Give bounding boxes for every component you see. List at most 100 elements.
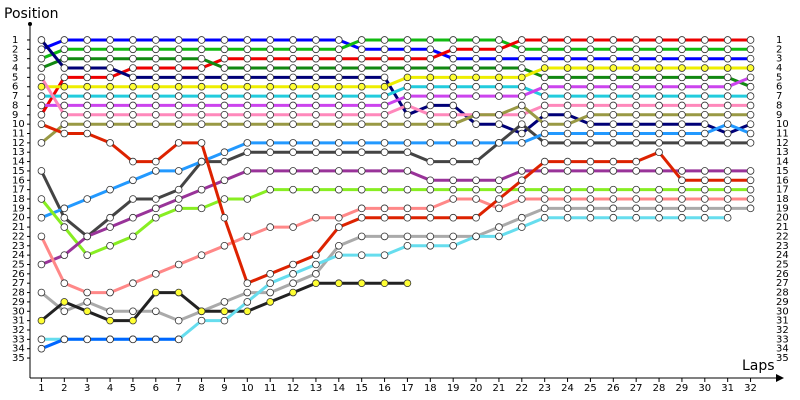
y-tick-label: 14 <box>12 157 25 168</box>
position-marker <box>609 45 618 54</box>
y-tick-label: 28 <box>12 288 25 299</box>
position-marker <box>746 64 755 72</box>
x-tick-label: 28 <box>653 383 666 394</box>
y-tick-label: 9 <box>12 110 18 121</box>
position-marker <box>518 167 526 175</box>
position-marker <box>197 64 206 72</box>
position-marker <box>472 195 480 203</box>
position-marker <box>152 92 160 100</box>
position-marker <box>335 185 343 194</box>
position-marker <box>746 195 755 203</box>
x-tick-label: 11 <box>264 383 277 394</box>
position-marker <box>632 139 640 147</box>
position-marker <box>449 195 457 203</box>
position-marker <box>518 82 526 91</box>
position-marker <box>152 36 160 44</box>
position-marker <box>357 54 366 63</box>
position-marker <box>540 82 549 91</box>
position-marker <box>357 73 366 82</box>
x-tick-label: 27 <box>630 383 643 394</box>
y-tick-label-right: 22 <box>776 231 789 242</box>
position-marker <box>312 120 320 128</box>
position-marker <box>472 45 480 54</box>
position-marker <box>243 307 252 316</box>
x-tick-label: 21 <box>493 383 506 394</box>
position-marker <box>289 92 297 100</box>
position-marker <box>540 167 549 175</box>
position-marker <box>266 279 274 288</box>
position-marker <box>403 213 412 222</box>
position-marker <box>563 92 572 100</box>
position-marker <box>655 54 663 63</box>
position-marker <box>37 232 46 241</box>
position-marker <box>60 73 69 82</box>
position-marker <box>586 167 595 175</box>
x-tick-label: 3 <box>84 383 90 394</box>
position-marker <box>335 92 343 100</box>
position-marker <box>289 288 297 297</box>
position-marker <box>266 92 274 100</box>
position-marker <box>723 176 732 185</box>
position-marker <box>426 73 435 82</box>
position-marker <box>632 185 640 194</box>
position-marker <box>60 223 69 231</box>
position-marker <box>312 270 320 278</box>
position-marker <box>106 185 114 194</box>
position-marker <box>472 176 480 185</box>
position-marker <box>106 288 114 297</box>
position-marker <box>563 129 572 138</box>
position-marker <box>220 195 229 203</box>
position-marker <box>37 82 46 91</box>
y-tick-label-right: 4 <box>776 63 782 74</box>
position-marker <box>655 82 663 91</box>
position-marker <box>701 111 709 119</box>
position-marker <box>655 101 663 110</box>
position-marker <box>472 73 480 82</box>
position-marker <box>220 120 229 128</box>
position-marker <box>312 167 320 175</box>
position-marker <box>518 120 526 128</box>
position-marker <box>678 120 686 128</box>
position-marker <box>129 279 137 288</box>
position-marker <box>174 36 183 44</box>
position-marker <box>746 73 755 82</box>
position-marker <box>723 54 732 63</box>
position-marker <box>746 204 755 213</box>
position-marker <box>563 185 572 194</box>
position-marker <box>449 36 457 44</box>
x-tick-label: 16 <box>378 383 391 394</box>
position-marker <box>106 36 114 44</box>
position-marker <box>563 139 572 147</box>
position-marker <box>472 232 480 241</box>
position-marker <box>37 139 46 147</box>
position-marker <box>266 223 274 231</box>
position-marker <box>586 92 595 100</box>
position-marker <box>495 36 503 44</box>
position-marker <box>174 316 183 325</box>
position-marker <box>746 82 755 91</box>
position-marker <box>243 279 252 288</box>
position-marker <box>449 241 457 250</box>
y-tick-label: 5 <box>12 72 18 83</box>
position-marker <box>289 111 297 119</box>
position-marker <box>403 167 412 175</box>
x-tick-label: 1 <box>38 383 44 394</box>
position-marker <box>129 316 137 325</box>
position-marker <box>723 73 732 82</box>
position-marker <box>243 111 252 119</box>
position-marker <box>472 120 480 128</box>
position-marker <box>586 64 595 72</box>
position-marker <box>289 148 297 157</box>
position-marker <box>563 101 572 110</box>
position-marker <box>266 139 274 147</box>
position-marker <box>586 185 595 194</box>
position-marker <box>335 251 343 259</box>
position-marker <box>243 120 252 128</box>
position-marker <box>83 111 91 119</box>
position-marker <box>746 129 755 138</box>
position-marker <box>678 111 686 119</box>
position-marker <box>586 120 595 128</box>
position-marker <box>243 148 252 157</box>
position-marker <box>220 54 229 63</box>
position-marker <box>678 195 686 203</box>
